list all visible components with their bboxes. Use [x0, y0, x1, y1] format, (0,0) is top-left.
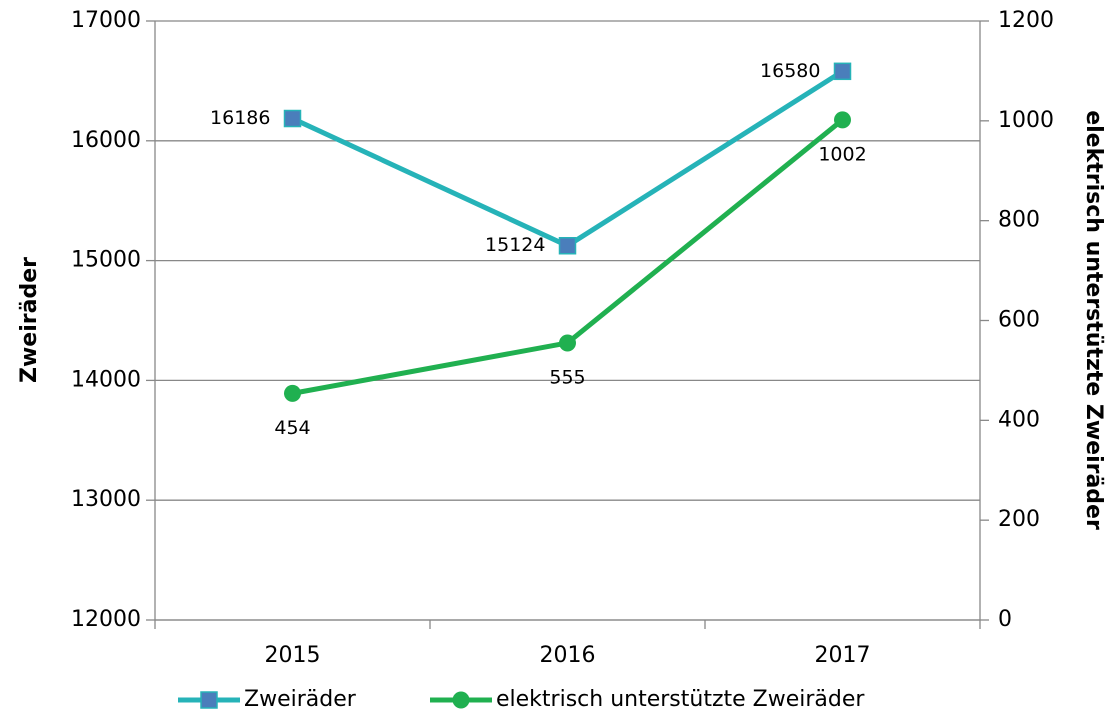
y-tick-label: 17000 [71, 8, 141, 33]
y2-tick-label: 600 [998, 308, 1040, 333]
x-tick-label: 2017 [815, 643, 871, 668]
marker [559, 334, 576, 352]
y2-tick-label: 800 [998, 208, 1040, 233]
marker [284, 384, 301, 402]
y-tick-label: 12000 [71, 607, 141, 632]
data-label: 454 [274, 417, 310, 439]
marker [833, 62, 852, 81]
y2-tick-label: 1000 [998, 108, 1054, 133]
legend-label: elektrisch unterstützte Zweiräder [496, 687, 865, 712]
y-tick-label: 16000 [71, 128, 141, 153]
y2-axis-title: elektrisch unterstützte Zweiräder [1081, 110, 1106, 530]
line [292, 117, 845, 396]
marker [283, 109, 302, 128]
data-label: 16580 [760, 60, 820, 82]
data-label: 15124 [485, 234, 545, 256]
legend-marker [200, 691, 218, 709]
y2-tick-label: 0 [998, 607, 1012, 632]
y2-tick-label: 1200 [998, 8, 1054, 33]
y2-tick-label: 400 [998, 407, 1040, 432]
marker [558, 236, 577, 255]
marker [834, 111, 851, 129]
data-label: 16186 [210, 107, 270, 129]
y-tick-label: 13000 [71, 487, 141, 512]
y2-tick-label: 200 [998, 507, 1040, 532]
x-tick-label: 2016 [540, 643, 596, 668]
data-label: 1002 [818, 143, 866, 165]
legend-label: Zweiräder [244, 687, 357, 712]
y-axis-title: Zweiräder [17, 257, 42, 383]
x-tick-label: 2015 [265, 643, 321, 668]
data-label: 555 [549, 366, 585, 388]
y-tick-label: 15000 [71, 248, 141, 273]
line [291, 69, 844, 249]
y-tick-label: 14000 [71, 367, 141, 392]
legend-marker [452, 691, 470, 709]
